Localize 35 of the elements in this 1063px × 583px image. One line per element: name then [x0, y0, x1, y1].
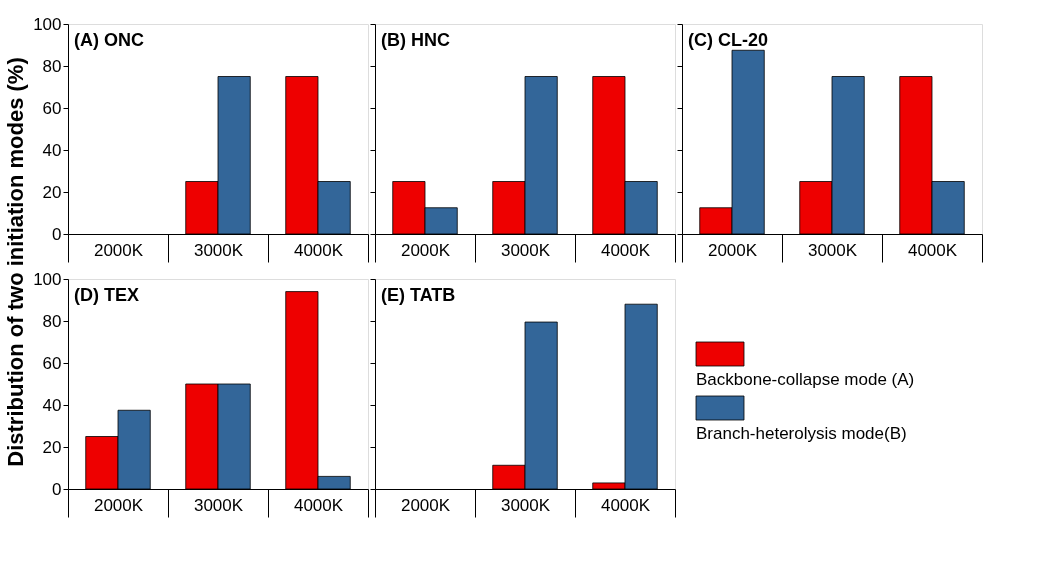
y-tick-label: 60: [42, 353, 62, 373]
chart-title: (B) HNC: [381, 30, 450, 50]
chart-title: (D) TEX: [74, 285, 139, 305]
legend-label: Backbone-collapse mode (A): [696, 370, 915, 389]
y-tick-label: 100: [33, 14, 62, 34]
y-tick-label: 100: [33, 269, 62, 289]
y-tick-label: 0: [52, 224, 62, 244]
chart-title: (E) TATB: [381, 285, 456, 305]
chart-title: (A) ONC: [74, 30, 144, 50]
chart-title: (C) CL-20: [688, 30, 768, 50]
x-tick-label: 2000K: [400, 240, 451, 260]
y-tick-label: 0: [52, 479, 62, 499]
x-tick-label: 3000K: [807, 240, 858, 260]
x-tick-label: 4000K: [600, 495, 651, 515]
y-tick-label: 80: [42, 56, 62, 76]
x-tick-label: 4000K: [907, 240, 958, 260]
x-tick-label: 4000K: [293, 240, 344, 260]
y-tick-label: 20: [42, 437, 62, 457]
x-tick-label: 3000K: [500, 240, 551, 260]
x-tick-label: 2000K: [707, 240, 758, 260]
x-tick-label: 3000K: [193, 495, 244, 515]
x-tick-label: 2000K: [93, 495, 144, 515]
x-tick-label: 3000K: [500, 495, 551, 515]
x-tick-label: 3000K: [193, 240, 244, 260]
x-tick-label: 4000K: [293, 495, 344, 515]
legend-label: Branch-heterolysis mode(B): [696, 424, 907, 443]
x-tick-label: 2000K: [93, 240, 144, 260]
y-tick-label: 40: [42, 140, 62, 160]
x-tick-label: 4000K: [600, 240, 651, 260]
y-tick-label: 60: [42, 98, 62, 118]
y-tick-label: 20: [42, 182, 62, 202]
y-tick-label: 80: [42, 311, 62, 331]
y-tick-label: 40: [42, 395, 62, 415]
y-axis-title: Distribution of two initiation modes (%): [3, 57, 28, 467]
x-tick-label: 2000K: [400, 495, 451, 515]
